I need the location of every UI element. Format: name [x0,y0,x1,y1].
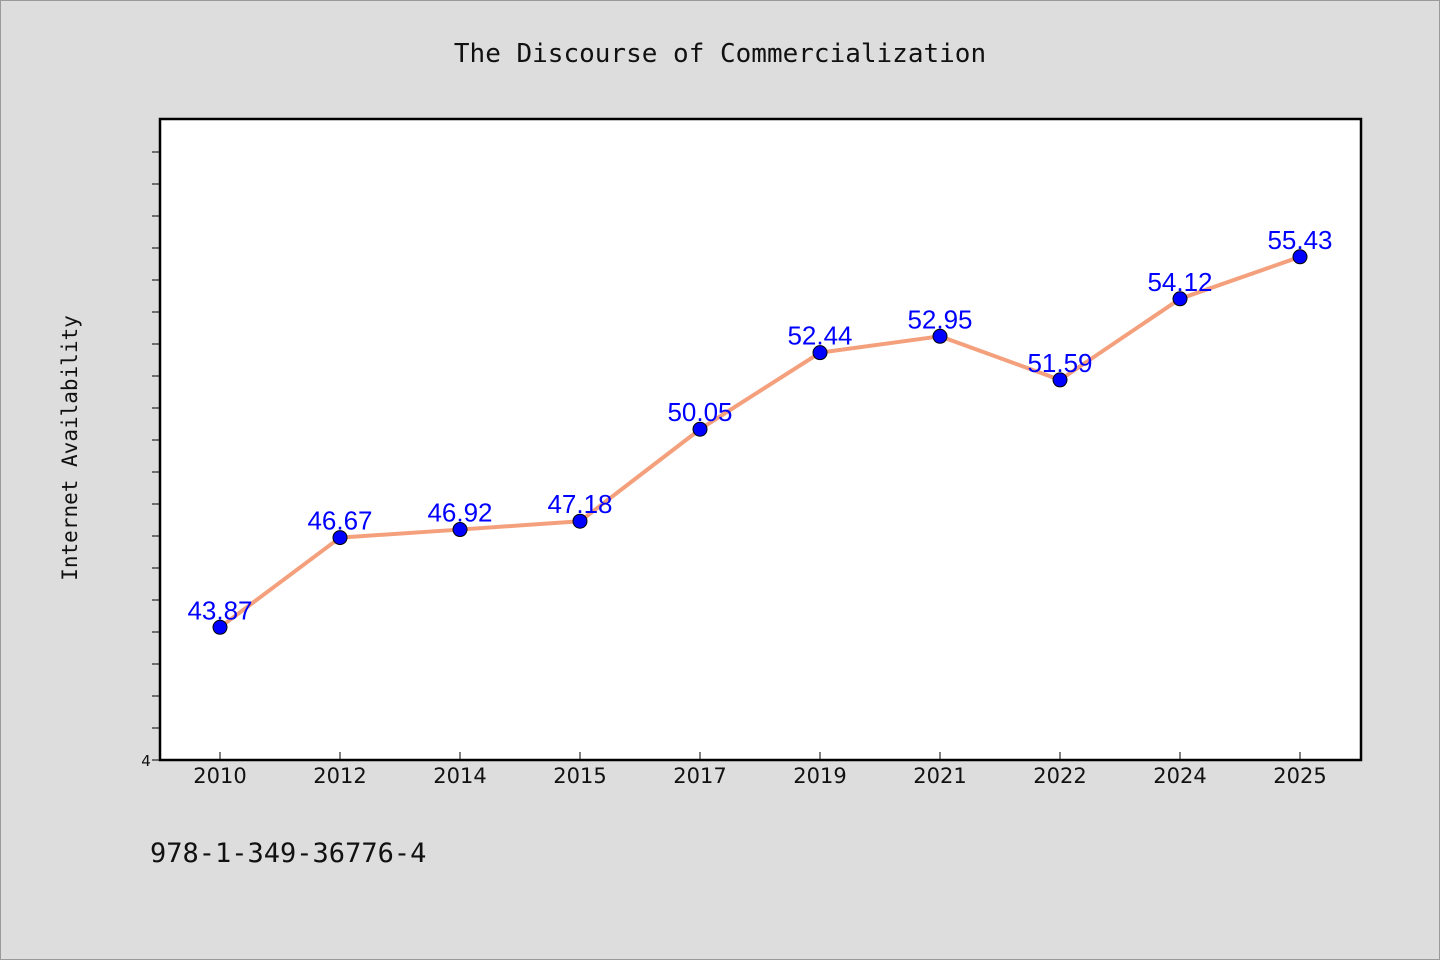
data-point [932,328,948,344]
data-point [452,522,468,538]
isbn-text: 978-1-349-36776-4 [150,838,426,869]
x-axis-ticks: 2010 2012 2014 2015 2017 2019 2021 2022 2024 2025 [193,752,1327,788]
data-point [332,530,348,546]
x-tick-label: 2017 [673,764,726,788]
series-points-group [212,249,1308,635]
x-tick-label: 2014 [433,764,486,788]
data-point [1052,372,1068,388]
data-label: 47.18 [547,489,612,519]
data-label: 52.95 [907,304,972,334]
y-axis-label: Internet Availability [58,315,82,581]
x-tick-label: 2019 [793,764,846,788]
data-label: 46.92 [427,498,492,528]
data-label: 46.67 [307,506,372,536]
data-point [572,513,588,529]
x-tick-label: 2012 [313,764,366,788]
y-axis-ticks [152,151,160,761]
data-label: 54.12 [1147,267,1212,297]
series-line [218,254,1302,630]
data-label: 43.87 [187,595,252,625]
data-label: 55.43 [1267,225,1332,255]
data-label: 52.44 [787,321,852,351]
data-point [1172,291,1188,307]
x-tick-label: 2010 [193,764,246,788]
x-tick-label: 2021 [913,764,966,788]
plot-area [158,117,1363,762]
x-tick-label: 2024 [1153,764,1206,788]
data-point [692,421,708,437]
chart-title: The Discourse of Commercialization [454,39,986,69]
data-point [1292,249,1308,265]
series-line-group [218,254,1302,630]
data-label: 50.05 [667,397,732,427]
data-point [812,345,828,361]
x-tick-label: 2015 [553,764,606,788]
data-point [212,619,228,635]
data-labels-group: 43.87 46.67 46.92 47.18 50.05 52.44 52.95 51.59… [187,225,1332,626]
y-tick-label: 4 [141,752,151,770]
data-label: 51.59 [1027,348,1092,378]
x-tick-label: 2025 [1273,764,1326,788]
x-tick-label: 2022 [1033,764,1086,788]
